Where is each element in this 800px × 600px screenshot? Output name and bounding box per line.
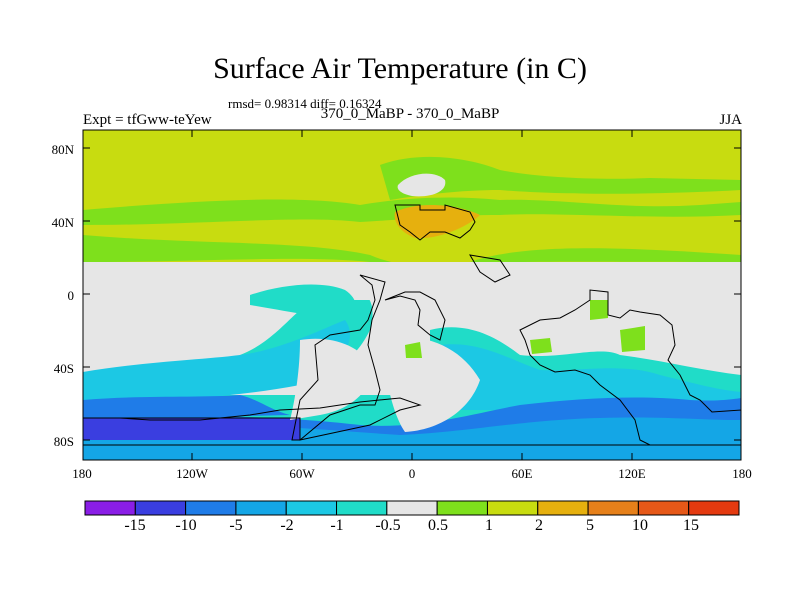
stats-text: rmsd= 0.98314 diff= 0.16324 (228, 96, 382, 111)
y-tick-label: 80N (51, 142, 74, 157)
blue-region (83, 395, 290, 420)
colorbar-label: -10 (175, 517, 197, 534)
y-tick-label: 40N (51, 215, 74, 230)
map-field (83, 130, 741, 460)
colorbar-label: -0.5 (375, 517, 401, 534)
colorbar-swatch (134, 500, 187, 516)
light-green-region (405, 342, 422, 358)
coastline (394, 204, 476, 241)
colorbar-swatch (386, 500, 438, 516)
comparison-label: 370_0_MaBP - 370_0_MaBP (320, 106, 500, 122)
coastline (519, 289, 742, 446)
colorbar-label: -2 (280, 517, 294, 534)
colorbar-label: -5 (229, 517, 243, 534)
colorbar-swatch (486, 500, 539, 516)
coastline (83, 397, 422, 441)
colorbar-swatch (436, 500, 488, 516)
page-title: Surface Air Temperature (in C) (213, 52, 587, 85)
x-tick-label: 180 (732, 466, 752, 481)
axis-ticks (83, 130, 741, 460)
light-green-region (380, 156, 741, 200)
season-label: JJA (719, 112, 742, 128)
colorbar-swatch (285, 500, 338, 516)
light-green-region (530, 338, 552, 354)
coastline (469, 254, 511, 283)
light-green-region (620, 326, 645, 352)
dark-blue-region (83, 418, 300, 440)
teal-region (250, 284, 356, 318)
colorbar-label: 15 (683, 517, 699, 534)
y-tick-label: 80S (53, 434, 74, 449)
orange-region (394, 204, 480, 239)
colorbar-label: 2 (535, 517, 543, 534)
colorbar-swatch (688, 500, 740, 516)
light-green-region (83, 235, 741, 272)
colorbar-swatch (84, 500, 136, 516)
neutral-region (290, 338, 371, 420)
colorbar-swatch (637, 500, 690, 516)
colorbar-label: -1 (330, 517, 344, 534)
cyan-region (440, 344, 741, 410)
x-tick-label: 120E (618, 466, 646, 481)
x-tick-label: 60W (289, 466, 315, 481)
neutral-region (83, 262, 741, 300)
y-tick-label: 0 (67, 288, 75, 303)
x-tick-label: 0 (408, 466, 416, 481)
experiment-label: Expt = tfGww-teYew (83, 112, 212, 128)
colorbar-swatch (537, 500, 589, 516)
colorbar-swatch (587, 500, 639, 516)
x-tick-label: 60E (511, 466, 533, 481)
colorbar-label: 0.5 (428, 517, 448, 534)
x-tick-label: 120W (176, 466, 208, 481)
colorbar-label: 1 (485, 517, 493, 534)
coastlines (83, 204, 742, 446)
neutral-region (397, 173, 446, 197)
colorbar-swatch (185, 500, 237, 516)
colorbar (84, 500, 740, 516)
coastline (291, 274, 386, 441)
colorbar-label: -15 (124, 517, 146, 534)
colorbar-label: 5 (586, 517, 594, 534)
colorbar-swatch (336, 500, 388, 516)
x-tick-label: 180 (72, 466, 92, 481)
cyan-region (83, 320, 350, 405)
colorbar-label: 10 (632, 517, 648, 534)
y-tick-label: 40S (53, 361, 74, 376)
colorbar-swatch (235, 500, 287, 516)
coastline (384, 291, 446, 341)
